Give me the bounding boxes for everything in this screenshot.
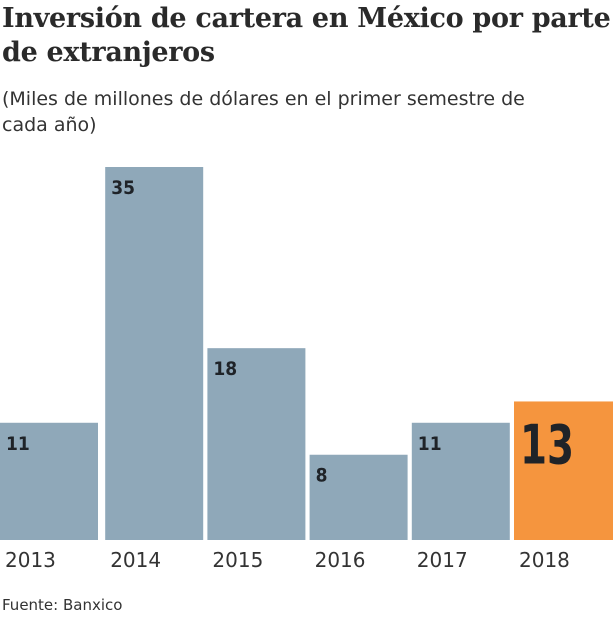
x-tick-label-2013: 2013	[5, 548, 56, 572]
data-label-2016: 8	[316, 465, 328, 487]
bar-2014	[105, 167, 204, 540]
chart-source: Fuente: Banxico	[2, 596, 123, 614]
x-tick-label-2015: 2015	[212, 548, 263, 572]
data-label-2014: 35	[111, 177, 135, 199]
x-tick-label-2018: 2018	[519, 548, 570, 572]
bar-2015	[207, 348, 306, 540]
x-tick-label-2016: 2016	[315, 548, 366, 572]
bar-2013	[0, 422, 98, 540]
bar-2017	[411, 422, 510, 540]
x-tick-label-2014: 2014	[110, 548, 161, 572]
chart-subtitle: (Miles de millones de dólares en el prim…	[2, 88, 525, 136]
chart-title: Inversión de cartera en México por parte…	[2, 3, 611, 68]
x-tick-label-2017: 2017	[417, 548, 468, 572]
data-label-2018: 13	[520, 414, 574, 477]
bar-2018	[514, 401, 613, 540]
data-label-2017: 11	[418, 433, 442, 455]
bar-2016	[309, 454, 408, 540]
data-label-2015: 18	[213, 358, 237, 380]
data-label-2013: 11	[6, 433, 30, 455]
